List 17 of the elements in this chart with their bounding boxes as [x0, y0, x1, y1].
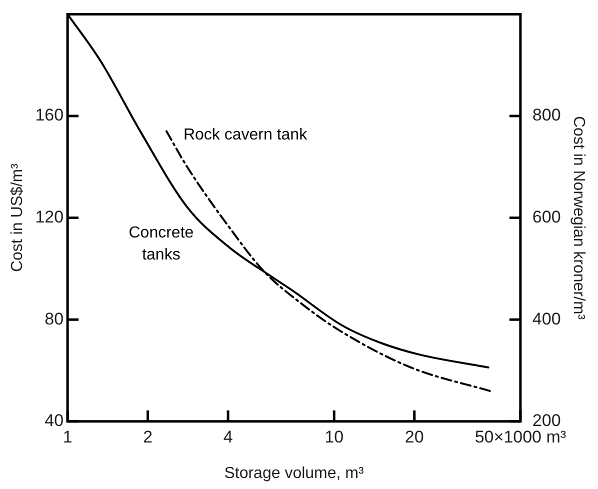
y2-axis-title: Cost in Norwegian kroner/m³ [570, 116, 587, 320]
x-tick-label: 20 [404, 427, 424, 446]
y-axis-title: Cost in US$/m³ [9, 162, 26, 272]
series-label: Rock cavern tank [183, 126, 308, 144]
x-axis-title: Storage volume, m³ [224, 464, 364, 482]
y-tick-label: 160 [35, 106, 64, 125]
y-tick-label: 80 [44, 309, 64, 328]
x-tick-label: 1 [62, 427, 72, 446]
y-tick-label: 40 [44, 411, 64, 430]
series-label: Concrete tanks [128, 224, 194, 264]
x-tick-label: 2 [143, 427, 153, 446]
y-tick-label: 120 [35, 207, 64, 226]
y2-tick-label: 400 [532, 309, 561, 328]
y2-tick-label: 600 [532, 207, 561, 226]
x-tick-label: 10 [324, 427, 344, 446]
x-tick-label: 4 [223, 427, 233, 446]
y2-tick-label: 800 [532, 106, 561, 125]
